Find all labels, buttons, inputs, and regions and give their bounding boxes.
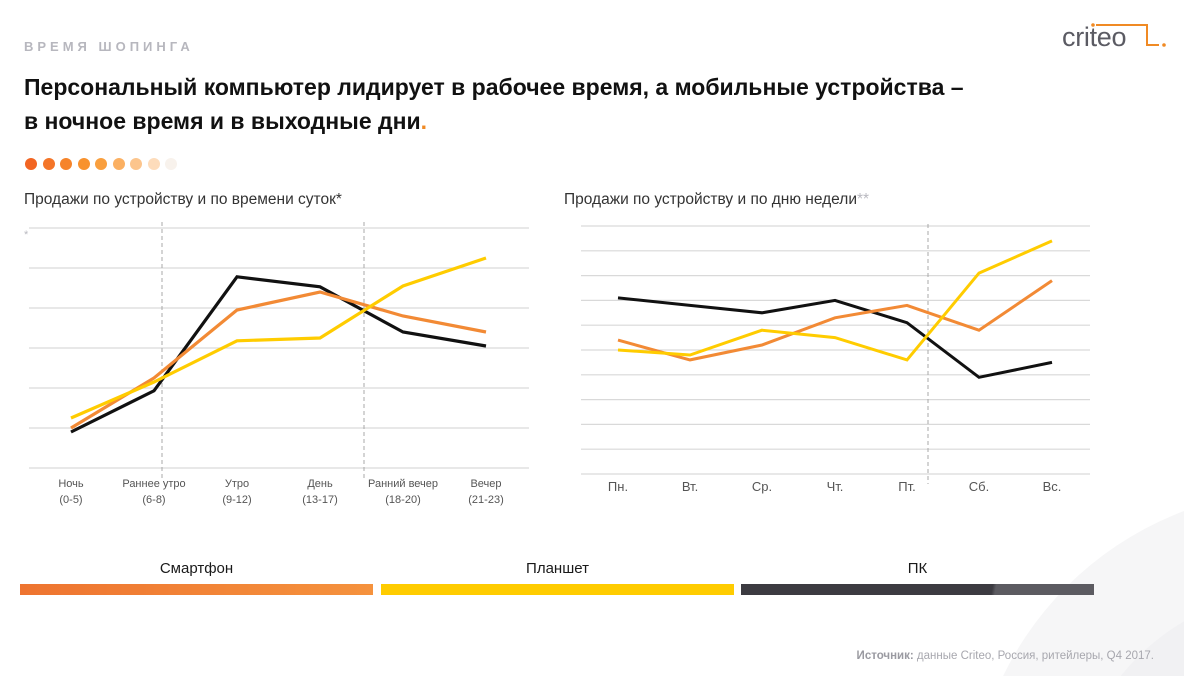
corner-footnote-marker: * [24,229,29,241]
headline-line-1: Персональный компьютер лидирует в рабоче… [24,74,964,100]
headline-accent-period: . [420,108,428,134]
x-tick-label: Сб. [969,479,989,494]
legend-bar-tablet [381,584,734,595]
progress-dot [165,158,177,170]
legend-label-smartphone: Смартфон [159,560,234,577]
progress-dot [77,158,90,170]
chart-1-title-marker: * [335,191,342,208]
logo-bracket-icon [1091,23,1166,47]
series-line-smartphone [617,279,1053,362]
x-tick-label: Ср. [752,479,772,494]
x-tick-label: Пн. [608,479,628,494]
legend-label-tablet: Планшет [526,560,589,577]
section-eyebrow: ВРЕМЯ ШОПИНГА [24,39,194,54]
series-line-tablet [70,256,487,420]
legend-bar-pc [741,584,1094,595]
x-tick-label: (21-23) [468,494,503,506]
x-tick-label: Вс. [1043,479,1062,494]
progress-dots [25,158,177,170]
x-tick-label: День [307,478,333,490]
headline-line-2-text: в ночное время и в выходные дни [24,108,421,134]
chart-2-title-text: Продажи по устройству и по дню недели [564,191,857,208]
chart-1-title-text: Продажи по устройству и по времени суток [24,191,336,208]
x-tick-label: (9-12) [222,494,251,506]
x-tick-label: Чт. [827,479,844,494]
x-tick-label: Ночь [58,478,84,490]
x-tick-label: (18-20) [385,494,420,506]
x-tick-label: (0-5) [59,494,82,506]
legend-bar-smartphone [20,584,373,595]
chart-1-title: Продажи по устройству и по времени суток… [24,191,342,209]
x-tick-label: (6-8) [142,494,165,506]
source-text: данные Criteo, Россия, ритейлеры, Q4 201… [913,650,1154,662]
progress-dot [42,158,55,170]
criteo-logo: criteo [1060,14,1170,52]
source-note: Источник: данные Criteo, Россия, ритейле… [857,650,1154,662]
x-tick-label: Ранний вечер [368,478,438,490]
progress-dot [147,158,160,170]
x-tick-label: (13-17) [302,494,337,506]
series-line-pc [70,275,487,434]
chart-2-title-marker: ** [857,191,870,208]
logo-text: criteo [1062,22,1127,52]
progress-dot [60,158,72,170]
chart-2-title: Продажи по устройству и по дню недели** [564,191,869,209]
headline-line-2: в ночное время и в выходные дни. [24,104,1124,138]
progress-dot [130,158,142,170]
page-headline: Персональный компьютер лидирует в рабоче… [24,70,1124,138]
progress-dot [95,158,107,170]
x-tick-label: Вечер [470,478,501,490]
legend-label-pc: ПК [907,560,928,577]
progress-dot [25,158,37,170]
x-tick-label: Пт. [898,479,915,494]
source-label: Источник: [856,650,914,662]
x-tick-label: Раннее утро [122,478,185,490]
progress-dot [112,158,125,170]
x-tick-label: Вт. [682,479,698,494]
x-tick-label: Утро [225,478,249,490]
